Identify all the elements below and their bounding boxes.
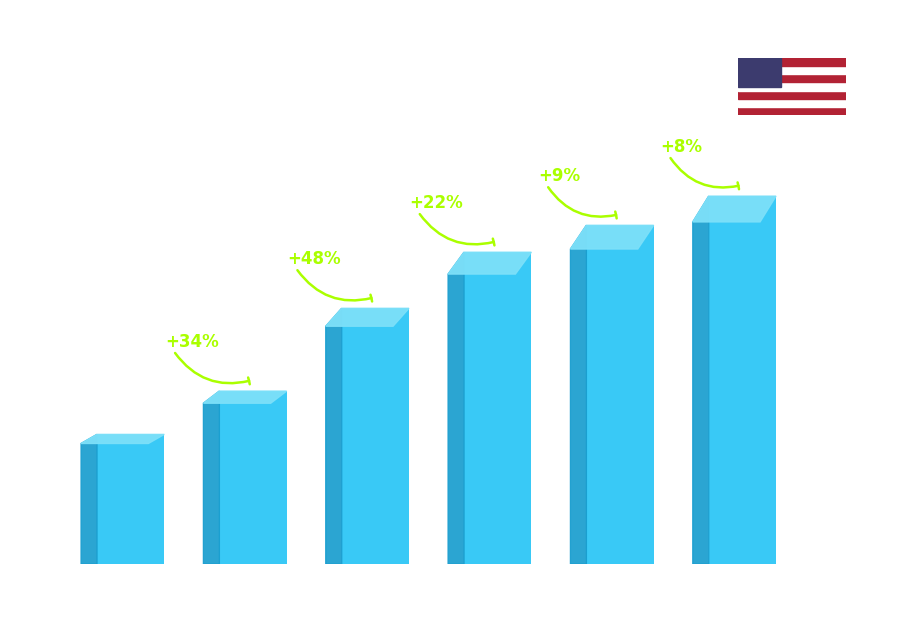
Text: Average Yearly Salary: Average Yearly Salary bbox=[843, 279, 854, 401]
Polygon shape bbox=[203, 391, 220, 564]
Polygon shape bbox=[326, 308, 409, 326]
Text: +48%: +48% bbox=[287, 250, 341, 268]
Text: salary: salary bbox=[362, 604, 410, 618]
Bar bbox=[342, 308, 409, 564]
Polygon shape bbox=[571, 225, 653, 249]
Polygon shape bbox=[81, 435, 97, 564]
Bar bbox=[738, 66, 846, 74]
Text: +9%: +9% bbox=[538, 167, 580, 185]
Text: +22%: +22% bbox=[410, 194, 464, 212]
Text: 151,000 USD: 151,000 USD bbox=[575, 208, 652, 222]
Text: salaryexplorer.com: salaryexplorer.com bbox=[0, 640, 1, 641]
Bar bbox=[738, 99, 846, 107]
Bar bbox=[587, 225, 653, 564]
Polygon shape bbox=[571, 225, 587, 564]
Polygon shape bbox=[448, 252, 531, 274]
Text: 139,000 USD: 139,000 USD bbox=[453, 235, 530, 249]
Polygon shape bbox=[203, 391, 286, 403]
Polygon shape bbox=[448, 252, 464, 564]
Text: 77,100 USD: 77,100 USD bbox=[176, 374, 245, 387]
Text: explorer.com: explorer.com bbox=[436, 604, 526, 618]
Bar bbox=[738, 58, 781, 87]
Bar bbox=[738, 83, 846, 90]
Text: 57,800 USD: 57,800 USD bbox=[53, 418, 122, 431]
Polygon shape bbox=[81, 435, 165, 444]
Bar bbox=[738, 74, 846, 83]
Bar bbox=[708, 196, 776, 564]
Bar bbox=[738, 58, 846, 66]
Text: +8%: +8% bbox=[661, 138, 702, 156]
Text: Loan Team Leader: Loan Team Leader bbox=[53, 88, 217, 106]
Bar bbox=[97, 435, 165, 564]
Bar bbox=[738, 90, 846, 99]
Bar bbox=[220, 391, 286, 564]
Polygon shape bbox=[693, 196, 708, 564]
Text: Salary Comparison By Experience: Salary Comparison By Experience bbox=[53, 57, 579, 85]
Text: 164,000 USD: 164,000 USD bbox=[704, 179, 781, 192]
Polygon shape bbox=[326, 308, 342, 564]
Text: 114,000 USD: 114,000 USD bbox=[300, 292, 377, 304]
Polygon shape bbox=[693, 196, 776, 222]
Bar bbox=[738, 107, 846, 115]
Bar bbox=[464, 252, 531, 564]
Text: +34%: +34% bbox=[165, 333, 219, 351]
